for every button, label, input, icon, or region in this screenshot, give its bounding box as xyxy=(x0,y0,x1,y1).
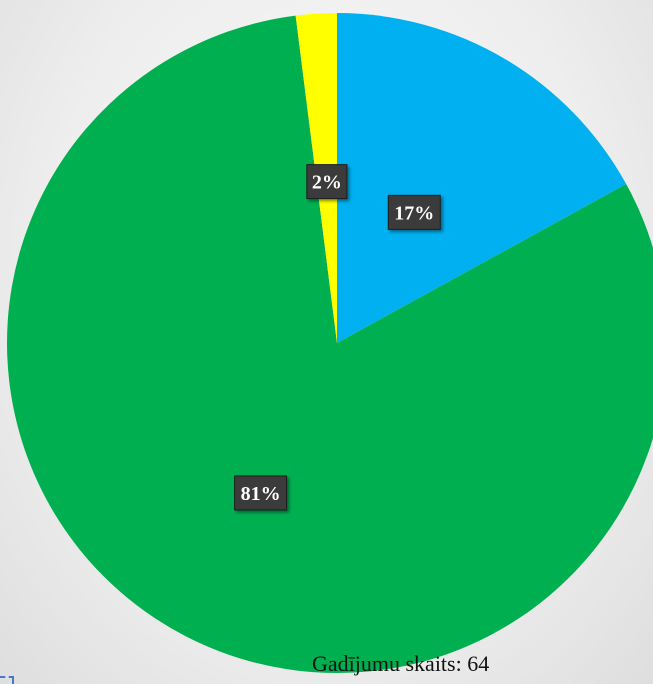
data-label-text: 81% xyxy=(241,483,281,505)
slices-layer xyxy=(7,13,653,673)
data-label-box xyxy=(306,164,348,200)
case-count-label: Gadījumu skaits: 64 xyxy=(312,651,490,676)
labels-layer: 17% 81% 2% xyxy=(234,164,441,511)
pie-slice-17 xyxy=(337,13,627,343)
data-label-81: 81% xyxy=(234,475,288,511)
data-label-text: 17% xyxy=(394,202,434,224)
data-label-17: 17% xyxy=(387,194,441,230)
data-label-box xyxy=(234,475,288,511)
data-label-text: 2% xyxy=(312,172,342,194)
data-label-2: 2% xyxy=(306,164,348,200)
pie-slice-81 xyxy=(7,15,653,673)
selection-handle[interactable] xyxy=(0,676,14,684)
data-label-box xyxy=(387,194,441,230)
